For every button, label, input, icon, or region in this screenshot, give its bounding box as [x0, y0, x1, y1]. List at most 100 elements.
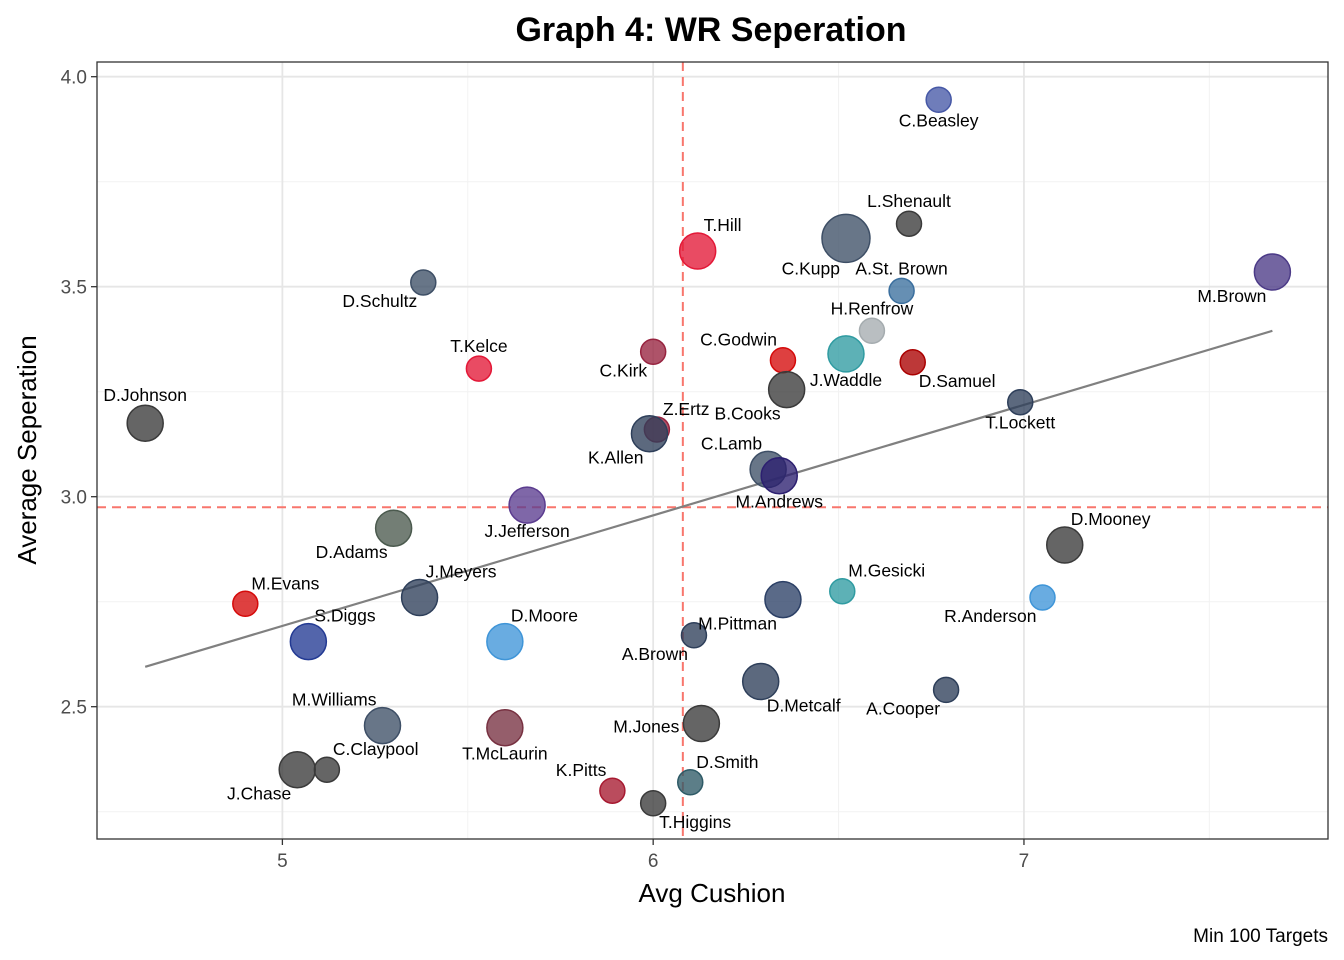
point-m-evans	[232, 590, 259, 618]
point-label: D.Moore	[511, 606, 578, 626]
point-t-lockett	[1007, 388, 1034, 416]
point-j-waddle	[827, 335, 865, 373]
point-d-moore	[486, 622, 524, 661]
point-label: C.Claypool	[333, 739, 419, 759]
point-r-anderson	[1029, 584, 1056, 611]
point-label: C.Kirk	[600, 360, 648, 380]
point-label: D.Adams	[316, 542, 388, 562]
y-tick-label: 3.5	[61, 278, 87, 299]
point-label: M.Evans	[251, 573, 319, 593]
point-label: D.Mooney	[1071, 509, 1151, 529]
data-points	[126, 86, 1292, 817]
point-label: T.Higgins	[659, 812, 731, 832]
point-c-kirk	[639, 338, 667, 366]
point-label: A.St. Brown	[855, 258, 947, 278]
y-tick-label: 4.0	[61, 68, 87, 89]
mean-reference-lines	[97, 62, 1328, 839]
point-t-mclaurin	[486, 708, 524, 747]
point-label: S.Diggs	[314, 606, 376, 626]
point-label: J.Waddle	[810, 370, 882, 390]
point-label: B.Cooks	[715, 404, 781, 424]
x-tick-label: 6	[648, 851, 659, 872]
point-a-st-brown	[888, 277, 915, 305]
point-label: R.Anderson	[944, 606, 1036, 626]
major-gridlines	[97, 62, 1328, 839]
point-label: C.Lamb	[701, 433, 762, 453]
trend-line	[144, 329, 1273, 668]
point-label: J.Jefferson	[484, 521, 569, 541]
point-d-samuel	[899, 349, 926, 376]
point-labels: C.Beasley L.Shenault C.Kupp T.Hill M.Brown D.…	[103, 110, 1266, 832]
point-c-claypool	[313, 756, 341, 783]
point-m-andrews	[760, 456, 798, 495]
point-d-johnson	[126, 404, 164, 442]
x-tick-label: 7	[1019, 851, 1030, 872]
point-label: C.Godwin	[700, 330, 777, 350]
point-l-shenault	[895, 210, 923, 237]
point-m-pittman	[764, 580, 802, 619]
point-label: M.Andrews	[735, 492, 823, 512]
chart-title: Graph 4: WR Seperation	[515, 11, 906, 49]
point-t-hill	[678, 232, 717, 270]
caption: Min 100 Targets	[1193, 926, 1328, 947]
point-label: M.Williams	[292, 690, 377, 710]
point-label: T.Hill	[704, 215, 742, 235]
point-d-schultz	[410, 269, 437, 296]
point-label: L.Shenault	[867, 191, 951, 211]
panel-border	[96, 61, 1329, 840]
point-label: A.Cooper	[866, 698, 940, 718]
point-label: C.Beasley	[899, 110, 979, 130]
point-m-williams	[363, 706, 402, 745]
point-label: Z.Ertz	[663, 399, 710, 419]
y-tick-label: 2.5	[61, 698, 87, 719]
x-tick-label: 5	[277, 851, 288, 872]
point-label: T.Lockett	[985, 413, 1055, 433]
point-k-pitts	[599, 777, 626, 804]
point-label: M.Jones	[613, 717, 679, 737]
point-t-kelce	[465, 355, 493, 382]
point-d-mooney	[1045, 526, 1084, 564]
point-label: K.Allen	[588, 448, 643, 468]
point-d-adams	[374, 509, 413, 547]
point-label: T.Kelce	[450, 336, 507, 356]
point-h-renfrow	[858, 317, 886, 345]
point-j-chase	[278, 750, 316, 789]
point-label: D.Smith	[696, 752, 758, 772]
point-k-allen	[630, 414, 669, 453]
point-c-beasley	[925, 86, 952, 114]
point-c-kupp	[821, 213, 871, 264]
trend-line-group	[144, 329, 1273, 668]
point-s-diggs	[289, 622, 328, 661]
point-label: C.Kupp	[782, 258, 840, 278]
point-label: H.Renfrow	[831, 298, 914, 318]
point-label: J.Chase	[227, 784, 291, 804]
point-d-metcalf	[741, 662, 780, 701]
point-d-smith	[677, 769, 704, 796]
point-label: D.Metcalf	[767, 696, 841, 716]
point-label: J.Meyers	[426, 562, 497, 582]
point-label: K.Pitts	[556, 760, 607, 780]
point-a-brown	[680, 622, 708, 649]
y-tick-label: 3.0	[61, 488, 87, 509]
x-axis-title: Avg Cushion	[639, 878, 786, 908]
y-axis-title: Average Seperation	[12, 335, 42, 564]
point-j-meyers	[400, 578, 439, 617]
point-m-gesicki	[829, 577, 856, 605]
point-m-jones	[682, 704, 721, 743]
point-b-cooks	[767, 370, 806, 409]
point-a-cooper	[932, 676, 960, 704]
point-label: D.Johnson	[103, 385, 187, 405]
point-label: A.Brown	[622, 644, 688, 664]
point-t-higgins	[639, 790, 667, 817]
point-j-jefferson	[508, 486, 546, 524]
point-label: D.Schultz	[342, 291, 417, 311]
axis-ticks: 5 6 7 2.5 3.0 3.5 4.0	[61, 68, 1030, 872]
point-label: M.Gesicki	[848, 561, 925, 581]
point-label: M.Pittman	[698, 614, 777, 634]
point-label: T.McLaurin	[462, 744, 548, 764]
point-label: M.Brown	[1197, 286, 1266, 306]
point-m-brown	[1253, 253, 1292, 291]
point-label: D.Samuel	[919, 371, 996, 391]
point-c-godwin	[769, 346, 797, 374]
